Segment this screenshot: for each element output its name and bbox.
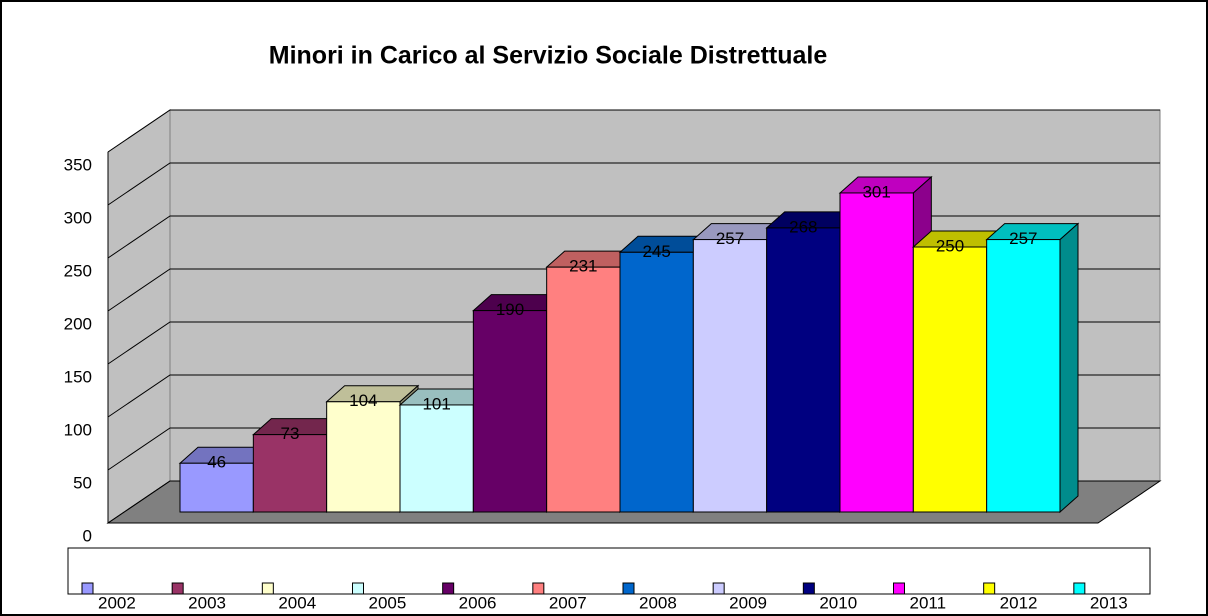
y-tick-label: 0 — [83, 526, 92, 545]
grid-line — [107, 162, 1160, 206]
y-tick-label: 300 — [64, 208, 92, 227]
bar — [912, 246, 988, 513]
data-label: 257 — [1009, 229, 1037, 248]
legend-label: 2003 — [188, 593, 226, 612]
data-label: 101 — [422, 394, 450, 413]
bar — [546, 266, 621, 513]
y-tick-label: 200 — [64, 314, 92, 333]
y-tick-label: 250 — [64, 261, 92, 280]
legend-swatch — [81, 582, 94, 595]
legend-swatch — [171, 582, 184, 595]
grid-line — [107, 109, 1160, 153]
bar — [326, 401, 401, 513]
bar — [986, 239, 1061, 513]
bar — [692, 239, 768, 513]
legend-swatch — [983, 582, 996, 595]
data-label: 268 — [789, 217, 817, 236]
legend-swatch — [442, 582, 455, 595]
chart-title: Minori in Carico al Servizio Sociale Dis… — [269, 42, 828, 70]
legend-label: 2012 — [1000, 593, 1038, 612]
legend-swatch — [261, 582, 274, 595]
data-label: 245 — [642, 242, 670, 261]
legend-label: 2008 — [639, 593, 677, 612]
legend-swatch — [622, 582, 635, 595]
bar — [399, 404, 474, 513]
legend-label: 2013 — [1090, 593, 1128, 612]
legend-label: 2002 — [98, 593, 136, 612]
legend-box — [67, 547, 1151, 595]
legend-swatch — [802, 582, 815, 595]
side-wall — [107, 109, 171, 524]
data-label: 190 — [496, 300, 524, 319]
legend-swatch — [1073, 582, 1086, 595]
data-label: 301 — [862, 182, 890, 201]
legend-label: 2007 — [549, 593, 587, 612]
legend-label: 2009 — [729, 593, 767, 612]
y-tick-label: 50 — [73, 473, 92, 492]
legend-swatch — [532, 582, 545, 595]
data-label: 231 — [569, 257, 597, 276]
bar — [766, 227, 841, 513]
bar — [472, 310, 548, 513]
y-tick-label: 350 — [64, 155, 92, 174]
data-label: 257 — [716, 229, 744, 248]
y-tick-label: 150 — [64, 367, 92, 386]
data-label: 46 — [207, 453, 226, 472]
y-tick-label: 100 — [64, 420, 92, 439]
bar — [619, 251, 694, 513]
bar — [252, 434, 328, 513]
legend-swatch — [893, 582, 905, 595]
legend-swatch — [352, 582, 364, 595]
bar — [839, 192, 914, 513]
bar — [179, 462, 254, 513]
data-label: 104 — [349, 391, 377, 410]
legend-label: 2011 — [910, 593, 947, 612]
legend-label: 2006 — [459, 593, 497, 612]
legend-label: 2010 — [819, 593, 857, 612]
legend-label: 2005 — [369, 593, 407, 612]
data-label: 73 — [281, 424, 300, 443]
legend-swatch — [712, 582, 725, 595]
bar-side — [1059, 222, 1079, 514]
data-label: 250 — [936, 236, 964, 255]
legend-label: 2004 — [278, 593, 316, 612]
